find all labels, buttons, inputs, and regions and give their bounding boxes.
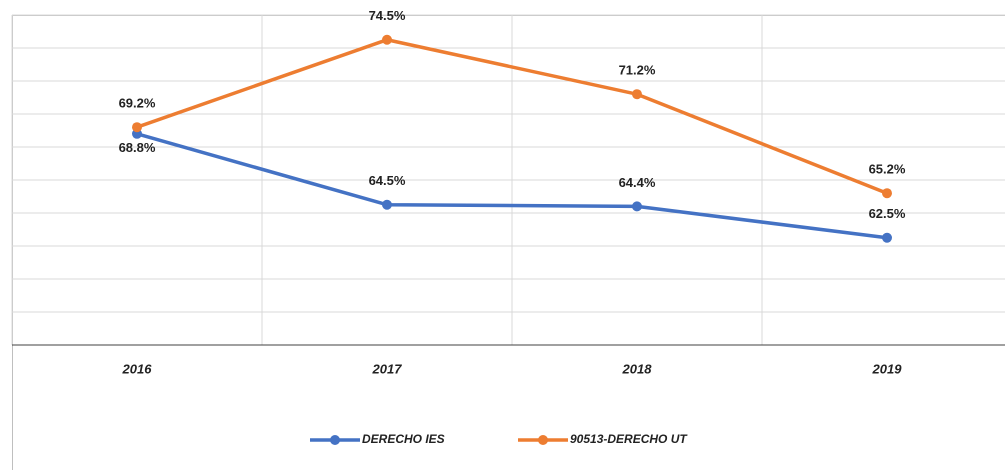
data-label: 62.5%: [869, 206, 906, 221]
data-label: 74.5%: [369, 8, 406, 23]
data-label: 71.2%: [619, 63, 656, 78]
data-point: [132, 122, 142, 133]
legend-label: 90513-DERECHO UT: [570, 432, 688, 446]
data-label: 64.5%: [369, 173, 406, 188]
chart-frame: [12, 15, 1005, 470]
data-label: 65.2%: [869, 162, 906, 177]
data-point: [882, 188, 892, 199]
data-label: 69.2%: [119, 96, 156, 111]
series-line: [136, 132, 888, 240]
legend-label: DERECHO IES: [362, 432, 445, 446]
data-point: [632, 89, 642, 100]
x-tick-label: 2017: [372, 361, 403, 376]
data-label: 64.4%: [619, 175, 656, 190]
legend-marker: [538, 435, 548, 445]
data-point: [382, 34, 392, 45]
series-line: [136, 38, 888, 195]
data-point: [882, 232, 892, 243]
x-tick-label: 2016: [122, 361, 153, 376]
data-point: [382, 199, 392, 210]
x-tick-label: 2019: [872, 361, 903, 376]
legend-marker: [330, 435, 340, 445]
x-tick-label: 2018: [622, 361, 653, 376]
data-point: [632, 201, 642, 212]
data-label: 68.8%: [119, 140, 156, 155]
